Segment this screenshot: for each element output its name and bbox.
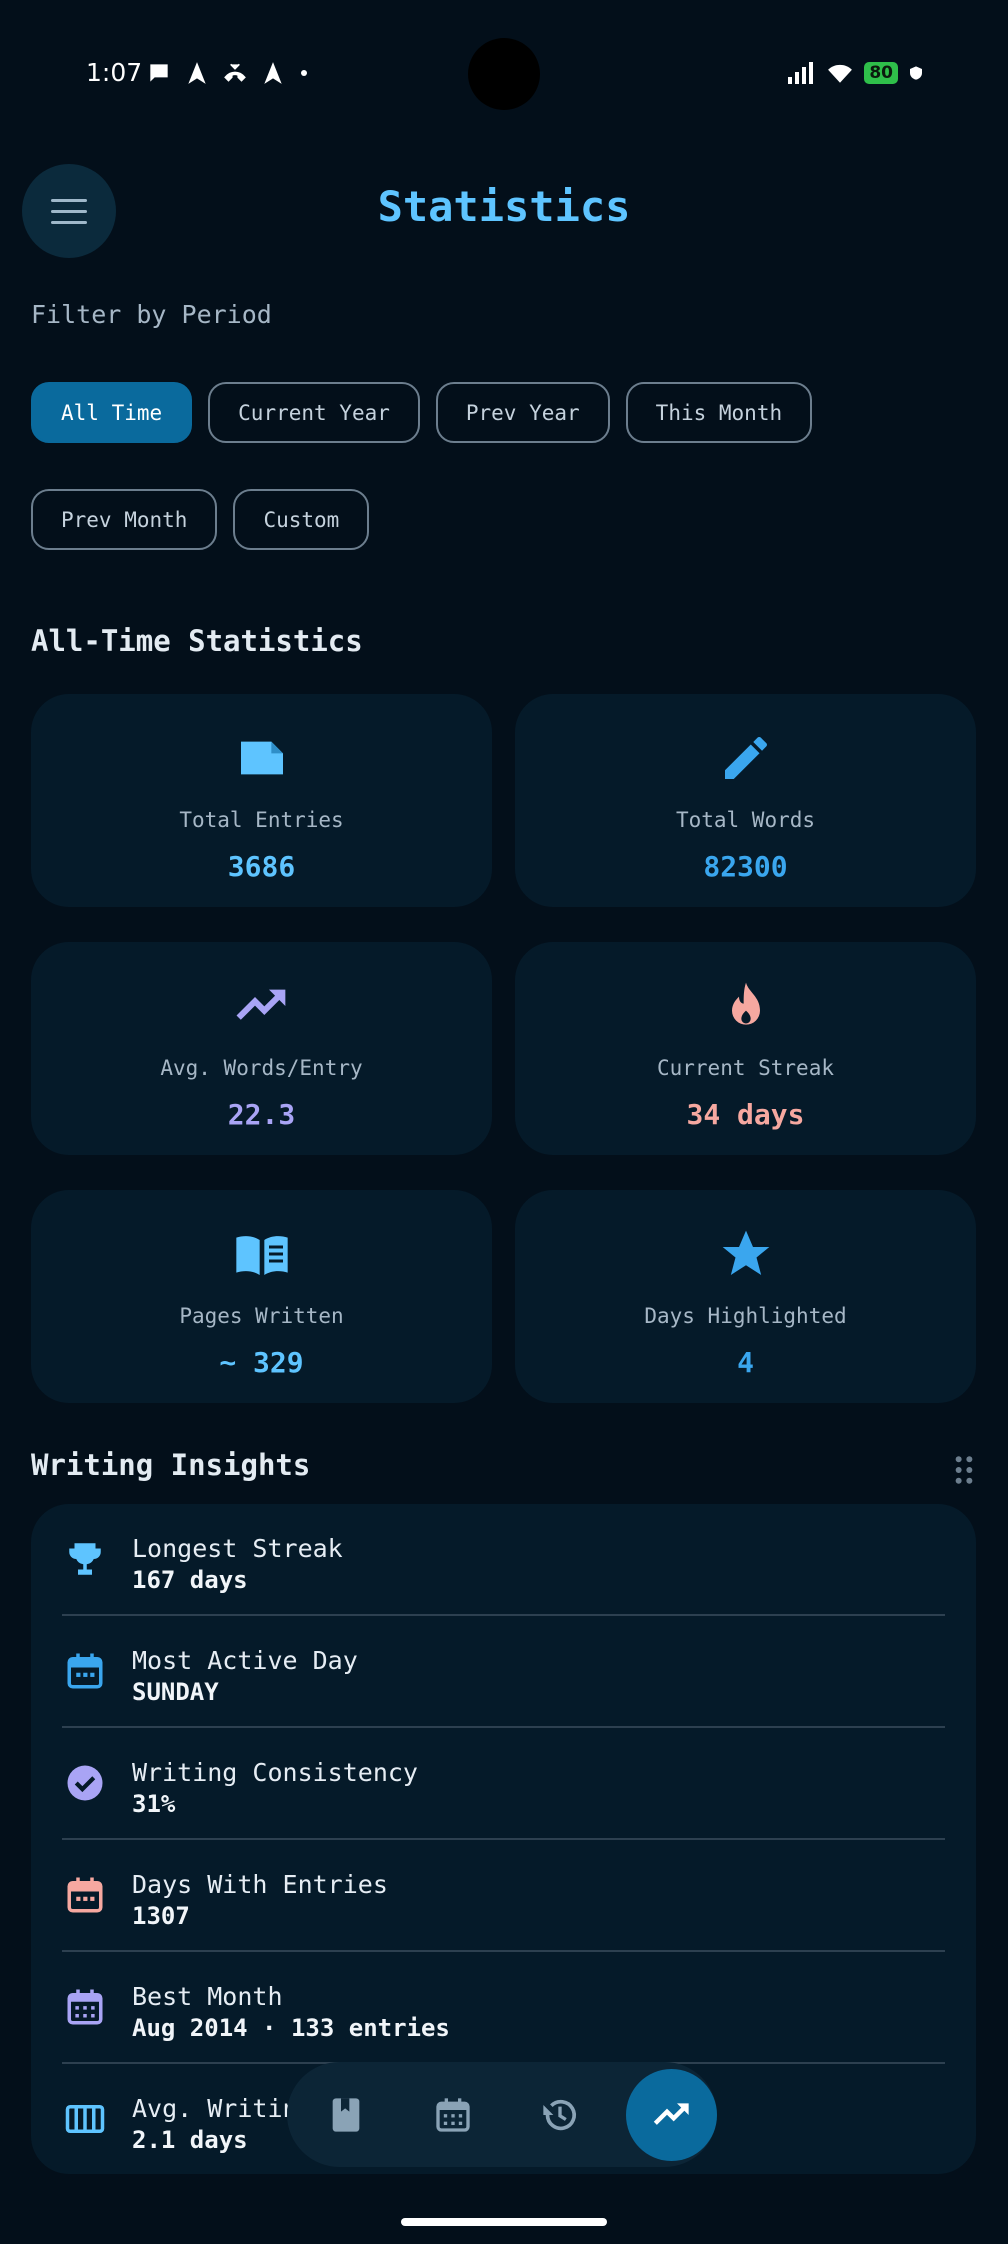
insight-label: Writing Consistency <box>132 1758 418 1787</box>
stat-card-avg-words: Avg. Words/Entry 22.3 <box>31 942 492 1155</box>
calendar-icon <box>67 1653 103 1689</box>
insight-label: Avg. Writin <box>132 2094 298 2123</box>
shield-icon <box>910 66 922 80</box>
insights-section-title: Writing Insights <box>31 1448 311 1482</box>
navigation-arrow-icon <box>188 62 206 84</box>
check-circle-icon <box>67 1765 103 1801</box>
stat-value: 3686 <box>227 850 296 883</box>
insights-card: Longest Streak 167 days Most Active Day … <box>31 1504 976 2174</box>
stat-label: Total Entries <box>179 808 344 832</box>
calendar-month-icon <box>67 1989 103 2025</box>
pencil-icon <box>724 736 767 779</box>
flame-icon <box>731 982 760 1025</box>
insight-label: Longest Streak <box>132 1534 343 1563</box>
stat-label: Days Highlighted <box>644 1304 847 1328</box>
stat-card-current-streak: Current Streak 34 days <box>515 942 976 1155</box>
filter-label: Filter by Period <box>31 300 272 329</box>
page-title: Statistics <box>377 182 631 231</box>
signal-icon <box>788 62 814 84</box>
stat-card-pages-written: Pages Written ~ 329 <box>31 1190 492 1403</box>
note-icon <box>240 741 283 775</box>
insight-value: 167 days <box>132 1566 248 1594</box>
stat-label: Avg. Words/Entry <box>160 1056 363 1080</box>
insight-value: Aug 2014 · 133 entries <box>132 2014 450 2042</box>
chip-all-time[interactable]: All Time <box>31 382 193 443</box>
chip-prev-year[interactable]: Prev Year <box>435 382 610 443</box>
chip-current-year[interactable]: Current Year <box>208 382 420 443</box>
insight-row-most-active-day: Most Active Day SUNDAY <box>62 1616 945 1728</box>
insight-label: Most Active Day <box>132 1646 358 1675</box>
stat-label: Pages Written <box>179 1304 344 1328</box>
insight-row-avg-writing: Avg. Writin 2.1 days <box>62 2064 945 2174</box>
insight-row-longest-streak: Longest Streak 167 days <box>62 1504 945 1616</box>
drag-handle-icon[interactable] <box>953 1455 975 1485</box>
status-bar: 1:07 80 <box>0 0 1008 150</box>
history-icon <box>543 2099 576 2130</box>
stat-value: ~ 329 <box>219 1346 304 1379</box>
nav-journal-button[interactable] <box>311 2080 380 2150</box>
trending-up-icon <box>236 989 285 1020</box>
stats-grid: Total Entries 3686 Total Words 82300 Avg… <box>31 694 976 1403</box>
insight-label: Best Month <box>132 1982 283 2011</box>
stat-value: 34 days <box>686 1098 805 1131</box>
menu-button[interactable] <box>22 164 116 258</box>
calendar-icon <box>67 1877 103 1913</box>
chip-prev-month[interactable]: Prev Month <box>31 489 218 550</box>
bottom-navigation <box>287 2062 718 2167</box>
wifi-icon <box>828 64 853 83</box>
trophy-icon <box>69 1543 101 1575</box>
nav-history-button[interactable] <box>525 2080 594 2150</box>
insight-row-days-with-entries: Days With Entries 1307 <box>62 1840 945 1952</box>
stat-value: 22.3 <box>227 1098 296 1131</box>
trending-up-icon <box>653 2102 689 2125</box>
stat-card-total-words: Total Words 82300 <box>515 694 976 907</box>
insight-label: Days With Entries <box>132 1870 388 1899</box>
insight-value: 31% <box>132 1790 176 1818</box>
stat-card-total-entries: Total Entries 3686 <box>31 694 492 907</box>
chat-bubble-icon <box>150 64 168 82</box>
nav-statistics-button[interactable] <box>626 2068 718 2161</box>
dot-icon <box>301 70 307 76</box>
stat-label: Total Words <box>675 808 816 832</box>
system-icons: 80 <box>786 60 924 86</box>
camera-cutout <box>468 38 540 110</box>
hamburger-icon <box>51 195 87 228</box>
nav-calendar-button[interactable] <box>418 2080 487 2150</box>
status-time: 1:07 <box>86 58 143 87</box>
chip-custom[interactable]: Custom <box>233 489 370 550</box>
insight-value: SUNDAY <box>132 1678 219 1706</box>
stat-card-days-highlighted: Days Highlighted 4 <box>515 1190 976 1403</box>
home-indicator[interactable] <box>401 2218 607 2226</box>
insight-value: 2.1 days <box>132 2126 248 2154</box>
insight-value: 1307 <box>132 1902 190 1930</box>
battery-indicator: 80 <box>864 62 898 84</box>
book-icon <box>332 2097 359 2132</box>
stats-section-title: All-Time Statistics <box>31 624 363 658</box>
stat-label: Current Streak <box>656 1056 834 1080</box>
book-icon <box>235 1236 288 1275</box>
period-filter-chips: All Time Current Year Prev Year This Mon… <box>31 382 981 550</box>
navigation-arrow-icon <box>264 62 282 84</box>
star-icon <box>722 1230 769 1275</box>
stat-value: 82300 <box>703 850 788 883</box>
insight-row-writing-consistency: Writing Consistency 31% <box>62 1728 945 1840</box>
calendar-icon <box>435 2097 470 2132</box>
insight-row-best-month: Best Month Aug 2014 · 133 entries <box>62 1952 945 2064</box>
missed-call-icon <box>224 63 246 82</box>
view-week-icon <box>65 2105 105 2133</box>
chip-this-month[interactable]: This Month <box>625 382 813 443</box>
notification-icons <box>146 60 310 86</box>
stat-value: 4 <box>737 1346 754 1379</box>
